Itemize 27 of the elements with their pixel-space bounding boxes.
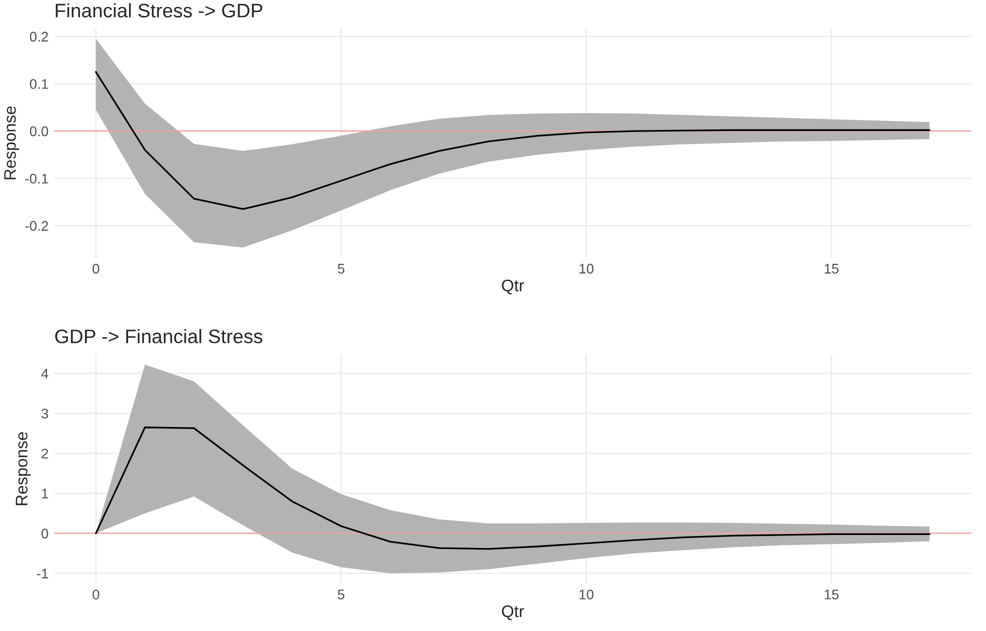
x-axis-title: Qtr bbox=[502, 605, 524, 620]
x-tick-label: 10 bbox=[580, 590, 594, 600]
y-tick-label: 0.2 bbox=[30, 32, 48, 42]
line-series bbox=[95, 426, 930, 550]
y-axis-title: Response bbox=[4, 106, 20, 180]
x-tick-label: 15 bbox=[824, 590, 839, 600]
y-tick-label: 0 bbox=[41, 528, 48, 538]
x-tick-label: 15 bbox=[824, 264, 839, 274]
y-tick-label: 2 bbox=[42, 448, 48, 458]
y-tick-label: -0.2 bbox=[25, 221, 48, 231]
line-series bbox=[95, 71, 930, 210]
y-tick-label: 0.1 bbox=[30, 79, 48, 89]
x-tick-label: 5 bbox=[338, 590, 344, 600]
x-tick-label: 5 bbox=[338, 264, 344, 274]
x-axis-title: Qtr bbox=[502, 280, 524, 294]
chart-title: GDP -> Financial Stress bbox=[55, 329, 262, 344]
x-tick-label: 0 bbox=[92, 590, 100, 600]
chart-title: Financial Stress -> GDP bbox=[56, 3, 262, 18]
y-tick-label: -1 bbox=[36, 568, 48, 578]
x-tick-label: 0 bbox=[92, 264, 100, 274]
y-axis-title: Response bbox=[16, 432, 31, 506]
y-tick-label: 3 bbox=[41, 408, 48, 419]
x-tick-label: 10 bbox=[580, 264, 594, 274]
y-tick-label: 4 bbox=[41, 368, 48, 378]
y-tick-label: 0.0 bbox=[30, 126, 48, 136]
y-tick-label: -0.1 bbox=[25, 174, 48, 184]
y-tick-label: 1 bbox=[42, 488, 48, 498]
